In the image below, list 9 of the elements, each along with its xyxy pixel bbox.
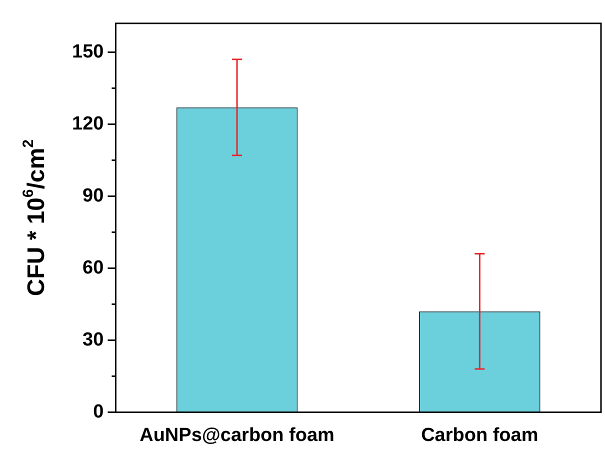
- y-tick-label: 30: [82, 329, 104, 350]
- y-tick-label: 0: [93, 401, 104, 422]
- x-tick-label: AuNPs@carbon foam: [140, 424, 334, 446]
- y-tick-label: 90: [82, 185, 104, 206]
- y-tick-label: 60: [82, 257, 104, 278]
- x-tick-label: Carbon foam: [421, 424, 538, 446]
- y-tick-label: 150: [72, 41, 104, 62]
- y-tick-label: 120: [72, 113, 104, 134]
- y-axis-title: CFU * 106/cm2: [20, 139, 50, 296]
